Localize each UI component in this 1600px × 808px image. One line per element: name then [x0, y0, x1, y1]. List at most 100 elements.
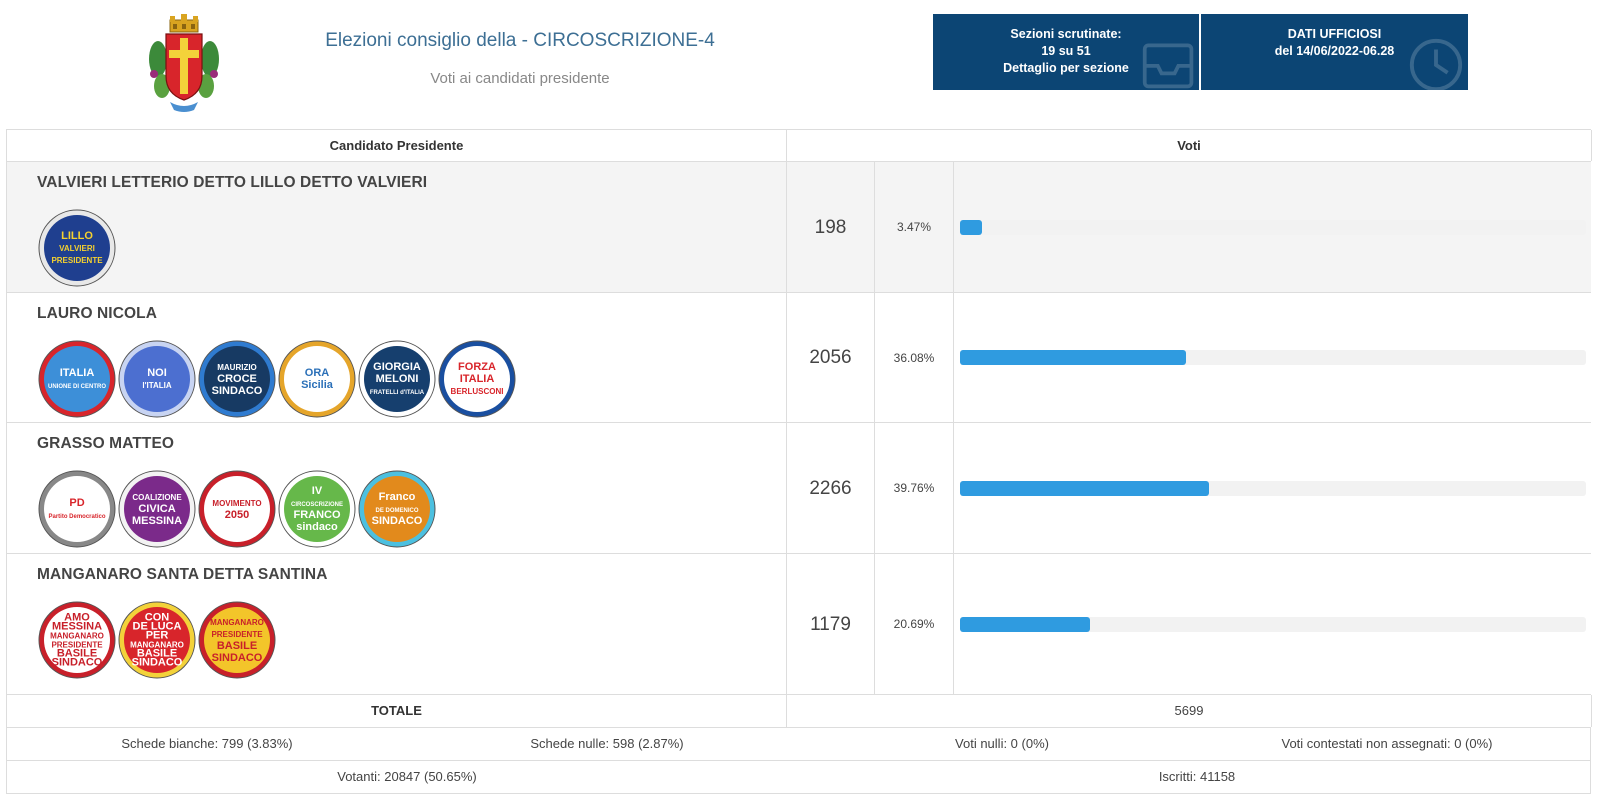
candidate-votes: 2266 — [787, 423, 875, 553]
logo-text: BERLUSCONI — [451, 387, 504, 396]
logo-text: ITALIA — [460, 373, 495, 385]
logo-text: PRESIDENTE — [211, 630, 263, 639]
logo-text: 2050 — [225, 509, 249, 521]
col-votes-header: Voti — [787, 130, 1592, 161]
progress-bar-fill — [960, 480, 1209, 496]
logo-text: PRESIDENTE — [51, 256, 103, 265]
candidate-bar-cell — [954, 293, 1592, 422]
candidate-cell: VALVIERI LETTERIO DETTO LILLO DETTO VALV… — [7, 162, 787, 292]
inbox-icon — [1142, 43, 1194, 89]
page-title: Elezioni consiglio della - CIRCOSCRIZION… — [325, 30, 715, 51]
table-header-row: Candidato Presidente Voti — [6, 129, 1592, 162]
candidate-row: MANGANARO SANTA DETTA SANTINA AMO MESSINA M… — [6, 554, 1591, 695]
candidate-votes: 198 — [787, 162, 875, 292]
logo-text: FRATELLI d'ITALIA — [370, 390, 425, 396]
totale-label: TOTALE — [7, 695, 787, 727]
candidate-percent: 36.08% — [875, 293, 954, 422]
candidate-cell: LAURO NICOLA ITALIA UNIONE DI CENTRO NOI l'I… — [7, 293, 787, 422]
logo-text: FRANCO — [293, 509, 340, 521]
progress-bar-track — [960, 616, 1586, 632]
logo-text: SINDACO — [212, 652, 263, 664]
logo-text: MESSINA — [52, 621, 102, 633]
party-logos: AMO MESSINA MANGANARO PRESIDENTE BASILE SINDA… — [37, 600, 277, 680]
logo-text: DE DOMENICO — [375, 508, 418, 514]
party-logos: PD Partito Democratico COALIZIONE CIVICA MES… — [37, 469, 437, 549]
totale-row: TOTALE 5699 — [6, 695, 1592, 728]
votanti-row: Votanti: 20847 (50.65%) Iscritti: 41158 — [6, 761, 1591, 794]
party-logos: ITALIA UNIONE DI CENTRO NOI l'ITALIA MAURIZI… — [37, 339, 517, 419]
candidate-row: VALVIERI LETTERIO DETTO LILLO DETTO VALV… — [6, 162, 1591, 293]
candidate-percent: 20.69% — [875, 554, 954, 694]
logo-text: BASILE — [217, 640, 257, 652]
messina-coat-of-arms-icon — [149, 14, 219, 112]
sezioni-line2: 19 su 51 — [1041, 44, 1091, 58]
logo-text: CROCE — [217, 373, 257, 385]
iscritti: Iscritti: 41158 — [1158, 769, 1236, 784]
logo-text: MANGANARO — [50, 632, 104, 641]
lillo-valvieri-presidente-logo: LILLO VALVIERI PRESIDENTE — [38, 209, 116, 287]
logo-text: FORZA — [458, 361, 496, 373]
logo-text: SINDACO — [132, 657, 183, 669]
candidate-bar-cell — [954, 554, 1592, 694]
progress-bar-track — [960, 219, 1586, 235]
logo-text: MAURIZIO — [217, 363, 257, 372]
schede-row: Schede bianche: 799 (3.83%) Schede nulle… — [6, 728, 1591, 761]
logo-text: MANGANARO — [210, 618, 264, 627]
logo-text: LILLO — [61, 230, 93, 242]
candidate-name: GRASSO MATTEO — [37, 435, 175, 452]
party-logos: LILLO VALVIERI PRESIDENTE — [37, 208, 117, 288]
amo-messina-manganaro-logo: AMOMESSINAMANGANAROPRESIDENTEBASILESINDA… — [38, 601, 116, 679]
voti-nulli: Voti nulli: 0 (0%) — [955, 736, 1049, 751]
totale-value: 5699 — [787, 695, 1592, 727]
logo-text: AMO — [64, 612, 90, 624]
logo-text: VALVIERI — [59, 244, 95, 253]
clock-icon — [1409, 38, 1463, 90]
sezioni-scrutinate-button[interactable]: Sezioni scrutinate: 19 su 51 Dettaglio p… — [933, 14, 1199, 90]
logo-text: IV — [312, 485, 323, 497]
logo-text: SINDACO — [372, 515, 423, 527]
candidate-votes: 2056 — [787, 293, 875, 422]
progress-bar-fill — [960, 616, 1090, 632]
sezioni-line1: Sezioni scrutinate: — [1010, 27, 1122, 41]
logo-text: MESSINA — [132, 515, 182, 527]
logo-text: ITALIA — [60, 367, 95, 379]
candidate-bar-cell — [954, 423, 1592, 553]
votanti: Votanti: 20847 (50.65%) — [337, 769, 477, 784]
logo-text: GIORGIA — [373, 361, 421, 373]
candidate-votes: 1179 — [787, 554, 875, 694]
partito-democratico-logo: PD Partito Democratico — [38, 470, 116, 548]
logo-text: Sicilia — [301, 379, 334, 391]
candidate-row: GRASSO MATTEO PD Partito Democratico COALIZ… — [6, 423, 1591, 554]
candidate-cell: GRASSO MATTEO PD Partito Democratico COALIZ… — [7, 423, 787, 553]
dati-ufficiosi-line2: del 14/06/2022-06.28 — [1274, 44, 1395, 58]
progress-bar-track — [960, 350, 1586, 365]
page-header: Elezioni consiglio della - CIRCOSCRIZION… — [0, 0, 1600, 128]
logo-text: DE LUCA — [133, 621, 182, 633]
logo-text: PD — [69, 497, 84, 509]
candidate-percent: 39.76% — [875, 423, 954, 553]
logo-text: CIRCOSCRIZIONE — [291, 502, 343, 508]
voti-contestati: Voti contestati non assegnati: 0 (0%) — [1281, 736, 1493, 751]
schede-bianche: Schede bianche: 799 (3.83%) — [121, 736, 293, 751]
dati-ufficiosi-box: DATI UFFICIOSI del 14/06/2022-06.28 — [1201, 14, 1468, 90]
candidate-row: LAURO NICOLA ITALIA UNIONE DI CENTRO NOI l'I… — [6, 293, 1591, 423]
logo-text: COALIZIONE — [132, 493, 182, 502]
dati-ufficiosi-line1: DATI UFFICIOSI — [1287, 27, 1382, 41]
logo-text: Franco — [379, 491, 416, 503]
logo-text: BASILE — [57, 648, 97, 660]
logo-text: l'ITALIA — [142, 381, 172, 390]
logo-text: BASILE — [137, 648, 177, 660]
noi-con-italia-logo: NOI l'ITALIA — [118, 340, 196, 418]
logo-text: PER — [146, 630, 169, 642]
progress-bar-fill — [960, 350, 1186, 365]
logo-text: sindaco — [296, 521, 338, 533]
candidate-percent: 3.47% — [875, 162, 954, 292]
logo-text: NOI — [147, 367, 167, 379]
